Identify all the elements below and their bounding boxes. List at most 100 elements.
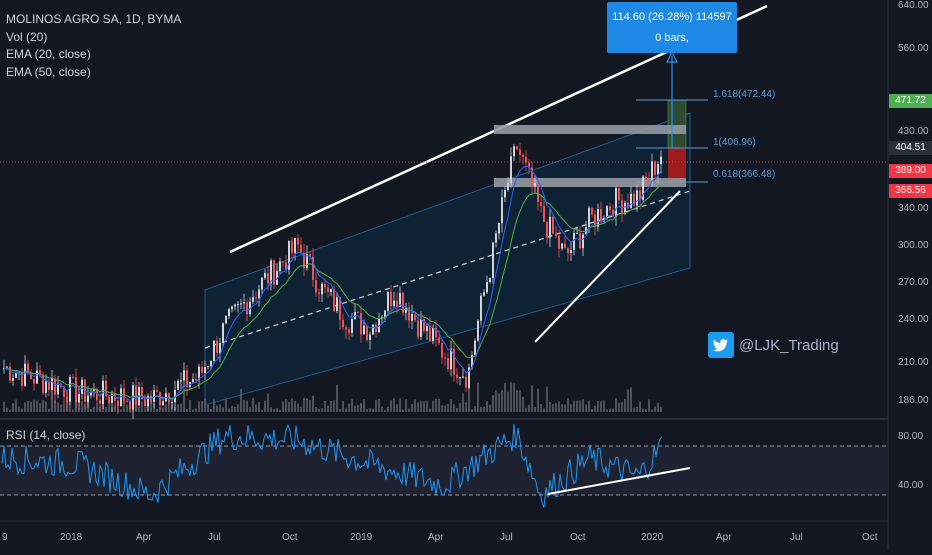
candle-body — [87, 395, 89, 402]
volume-bar — [522, 396, 524, 412]
candle-body — [228, 309, 230, 317]
volume-bar — [183, 388, 185, 412]
volume-bar — [144, 409, 146, 412]
volume-bar — [339, 408, 341, 412]
volume-bar — [459, 402, 461, 412]
candle-body — [561, 243, 563, 249]
candle-body — [372, 324, 374, 335]
volume-bar — [414, 399, 416, 412]
candle-body — [72, 377, 74, 379]
candle-body — [42, 374, 44, 393]
ema20-indicator[interactable]: EMA (20, close) — [6, 47, 91, 61]
candle-body — [432, 327, 434, 342]
volume-bar — [246, 400, 248, 412]
candle-body — [447, 357, 449, 370]
candle-body — [582, 234, 584, 249]
volume-indicator[interactable]: Vol (20) — [6, 29, 48, 44]
candle-body — [486, 282, 488, 293]
candle-body — [423, 318, 425, 331]
volume-bar — [249, 407, 251, 412]
volume-bar — [261, 409, 263, 412]
volume-bar — [387, 406, 389, 412]
volume-bar — [444, 405, 446, 412]
price-tick: 640.00 — [898, 0, 929, 11]
candle-body — [48, 381, 50, 391]
ema50-indicator[interactable]: EMA (50, close) — [6, 64, 91, 79]
volume-bar — [480, 406, 482, 412]
candle-body — [282, 261, 284, 263]
volume-bar — [252, 398, 254, 412]
volume-bar — [546, 386, 548, 412]
candle-body — [465, 376, 467, 388]
volume-bar — [282, 401, 284, 412]
volume-bar — [633, 407, 635, 412]
candle-body — [618, 188, 620, 201]
candle-body — [528, 162, 530, 168]
candle-body — [399, 292, 401, 307]
stop-zone — [668, 148, 686, 182]
twitter-handle: @LJK_Trading — [739, 336, 839, 354]
candle-body — [588, 208, 590, 228]
candle-body — [330, 289, 332, 292]
rsi-tick: 80.00 — [898, 431, 923, 442]
candle-body — [591, 208, 593, 215]
volume-bar — [399, 398, 401, 412]
candle-body — [552, 216, 554, 234]
candle-body — [258, 289, 260, 299]
volume-bar — [15, 399, 17, 412]
volume-bar — [363, 399, 365, 412]
volume-bar — [18, 406, 20, 412]
volume-bar — [489, 404, 491, 412]
rsi-indicator[interactable]: RSI (14, close) — [6, 428, 86, 442]
volume-bar — [177, 404, 179, 412]
volume-bar — [165, 403, 167, 412]
candle-body — [441, 343, 443, 358]
volume-bar — [51, 398, 53, 412]
volume-bar — [498, 393, 500, 412]
volume-bar — [240, 389, 242, 412]
candle-body — [69, 377, 71, 402]
price-tick: 430.00 — [898, 126, 929, 137]
volume-bar — [426, 400, 428, 412]
time-tick: Oct — [282, 532, 298, 543]
candle-body — [312, 256, 314, 280]
rsi-tick: 40.00 — [898, 480, 923, 491]
candle-body — [564, 243, 566, 249]
candle-body — [177, 380, 179, 391]
volume-bar — [390, 400, 392, 412]
volume-bar — [237, 404, 239, 412]
volume-bar — [528, 404, 530, 412]
candle-body — [51, 378, 53, 391]
candle-body — [393, 300, 395, 307]
candle-body — [387, 291, 389, 311]
volume-bar — [126, 404, 128, 412]
candle-body — [93, 388, 95, 392]
lower-trendline — [534, 190, 681, 343]
candle-body — [105, 380, 107, 397]
candle-body — [81, 379, 83, 394]
volume-bar — [327, 405, 329, 412]
volume-bar — [618, 402, 620, 412]
candle-body — [651, 161, 653, 180]
volume-bar — [288, 401, 290, 412]
candle-body — [255, 297, 257, 299]
volume-bar — [543, 408, 545, 412]
candle-body — [342, 319, 344, 328]
time-tick: 2020 — [641, 532, 664, 543]
volume-bar — [534, 406, 536, 412]
candle-body — [519, 149, 521, 155]
candle-body — [444, 357, 446, 359]
candle-body — [201, 366, 203, 373]
candle-body — [144, 398, 146, 407]
volume-bar — [351, 399, 353, 412]
volume-bar — [570, 404, 572, 412]
volume-bar — [42, 399, 44, 412]
symbol-title[interactable]: MOLINOS AGRO SA, 1D, BYMA — [6, 12, 182, 26]
candle-body — [45, 381, 47, 393]
volume-bar — [27, 400, 29, 412]
volume-bar — [588, 400, 590, 412]
volume-bar — [645, 409, 647, 412]
candle-body — [231, 306, 233, 310]
